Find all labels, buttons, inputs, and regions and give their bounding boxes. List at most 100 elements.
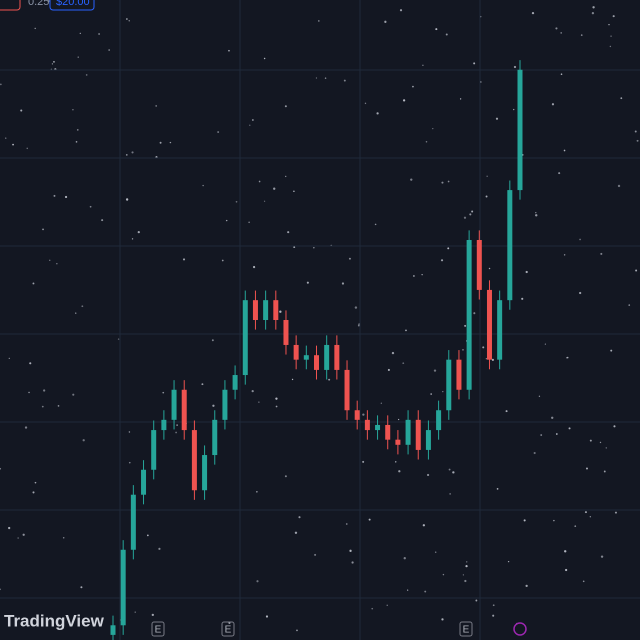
star xyxy=(553,519,555,522)
star xyxy=(212,404,215,407)
star xyxy=(117,338,120,340)
star xyxy=(76,129,79,131)
star xyxy=(603,470,606,473)
star xyxy=(608,24,610,26)
star xyxy=(610,349,613,352)
star xyxy=(465,564,468,568)
star xyxy=(614,511,617,514)
star xyxy=(56,263,58,265)
star xyxy=(551,416,554,419)
candle-body xyxy=(202,455,208,491)
star xyxy=(341,282,345,285)
header-box xyxy=(0,0,21,11)
star xyxy=(496,488,499,490)
star xyxy=(564,568,568,572)
star xyxy=(589,439,592,442)
star xyxy=(263,200,266,202)
star xyxy=(441,181,444,184)
star xyxy=(362,413,365,416)
star xyxy=(589,516,592,518)
star xyxy=(523,519,526,522)
star xyxy=(64,195,68,199)
star xyxy=(169,141,172,144)
candle-body xyxy=(486,289,492,360)
star xyxy=(464,324,467,327)
star xyxy=(158,547,161,550)
star xyxy=(62,537,65,539)
candle-body xyxy=(303,355,309,360)
star xyxy=(430,393,433,395)
star xyxy=(563,254,566,256)
star xyxy=(521,297,524,300)
star xyxy=(584,511,587,514)
star xyxy=(128,20,130,22)
star xyxy=(0,588,1,591)
star xyxy=(80,586,83,589)
star xyxy=(0,83,2,86)
star xyxy=(20,109,23,112)
candle-body xyxy=(161,419,167,431)
event-marker[interactable]: E xyxy=(155,625,162,636)
price-box xyxy=(49,0,95,11)
star xyxy=(459,98,462,100)
star xyxy=(131,151,134,154)
star xyxy=(225,219,228,222)
star xyxy=(402,99,406,102)
star xyxy=(43,389,46,392)
star xyxy=(563,149,566,152)
star xyxy=(256,490,258,493)
candle-body xyxy=(151,430,157,470)
star xyxy=(285,175,287,178)
star xyxy=(610,35,612,37)
star xyxy=(318,20,320,22)
star xyxy=(605,447,607,449)
star xyxy=(544,343,546,345)
star xyxy=(275,405,278,408)
star xyxy=(8,357,10,359)
star xyxy=(447,247,450,250)
star xyxy=(291,378,294,381)
star xyxy=(387,368,390,372)
star xyxy=(72,109,74,111)
star xyxy=(407,589,409,591)
star xyxy=(469,213,472,216)
candle-body xyxy=(120,549,126,626)
star xyxy=(513,108,515,111)
candle-body xyxy=(415,419,421,450)
star xyxy=(159,141,162,144)
star xyxy=(492,614,495,617)
star xyxy=(128,461,131,464)
star xyxy=(442,573,445,576)
star xyxy=(485,358,487,360)
star xyxy=(555,433,558,435)
star xyxy=(613,425,616,428)
star xyxy=(386,604,388,606)
split-marker[interactable] xyxy=(513,622,527,636)
event-marker[interactable]: E xyxy=(225,625,232,636)
star xyxy=(376,112,379,115)
star xyxy=(560,32,562,34)
event-marker[interactable]: E xyxy=(463,625,470,636)
star xyxy=(495,117,499,120)
star xyxy=(12,143,14,146)
star xyxy=(422,524,426,527)
star xyxy=(201,383,204,386)
star xyxy=(491,358,494,361)
star xyxy=(402,362,405,365)
star xyxy=(72,393,75,396)
star xyxy=(399,9,403,12)
star xyxy=(580,34,583,36)
candle-body xyxy=(191,430,197,491)
star xyxy=(555,27,558,30)
star xyxy=(620,97,623,100)
star xyxy=(343,79,346,82)
star xyxy=(391,351,395,355)
star xyxy=(248,221,250,224)
star xyxy=(558,172,561,175)
star xyxy=(564,550,567,553)
candle-body xyxy=(517,69,523,191)
header-change: 0.25 xyxy=(28,0,49,8)
